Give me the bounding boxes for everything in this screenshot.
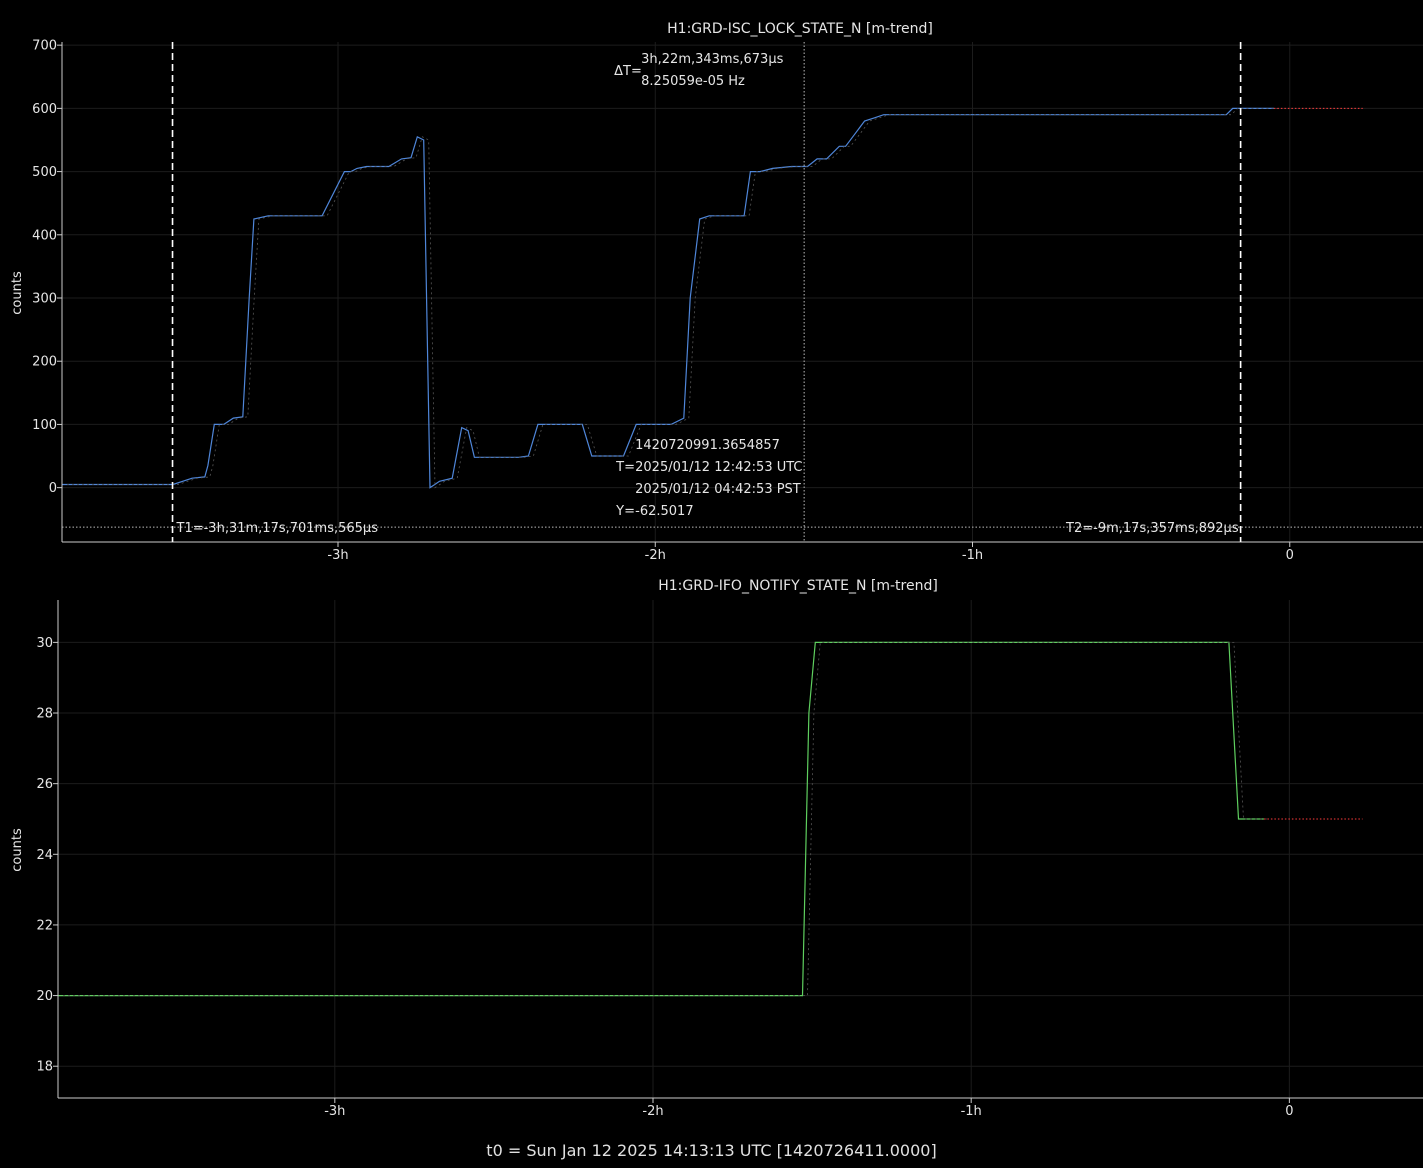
ifo-notify-state-panel[interactable]: H1:GRD-IFO_NOTIFY_STATE_N [m-trend] coun… xyxy=(10,578,1423,1119)
delta-t-label: ΔT= xyxy=(614,64,642,79)
y-tick-label: 600 xyxy=(32,102,57,117)
readout-y-value: -62.5017 xyxy=(635,504,693,519)
y-tick-label: 300 xyxy=(32,292,57,307)
axes: -3h -2h -1h 0 18 20 22 24 26 28 30 xyxy=(36,600,1423,1119)
grid-lines xyxy=(62,42,1423,542)
grid-lines xyxy=(58,600,1423,1098)
x-tick-label: -1h xyxy=(961,1104,982,1119)
series-group xyxy=(58,641,1363,997)
readout-y-label: Y= xyxy=(615,504,635,519)
x-tick-label: 0 xyxy=(1286,548,1294,563)
y-tick-label: 24 xyxy=(36,848,53,863)
y-tick-label: 18 xyxy=(36,1060,53,1075)
x-tick-label: 0 xyxy=(1285,1104,1293,1119)
series-trend-band xyxy=(63,642,1269,996)
y-axis-label: counts xyxy=(10,828,25,872)
y-tick-label: 200 xyxy=(32,355,57,370)
cursor-overlay: T1=-3h,31m,17s,701ms,565µs T2=-9m,17s,357… xyxy=(62,42,1423,542)
y-tick-label: 22 xyxy=(36,918,53,933)
t2-label: T2=-9m,17s,357ms,892µs xyxy=(1065,521,1239,536)
chart-title: H1:GRD-ISC_LOCK_STATE_N [m-trend] xyxy=(667,21,933,37)
readout-utc-time: 2025/01/12 12:42:53 UTC xyxy=(635,460,802,475)
t0-footer: t0 = Sun Jan 12 2025 14:13:13 UTC [14207… xyxy=(486,1141,937,1160)
t1-label: T1=-3h,31m,17s,701ms,565µs xyxy=(176,521,379,536)
x-tick-label: -3h xyxy=(327,548,348,563)
series-trend-band xyxy=(67,108,1279,489)
chart-title: H1:GRD-IFO_NOTIFY_STATE_N [m-trend] xyxy=(658,578,938,594)
y-tick-label: 28 xyxy=(36,707,53,722)
isc-lock-state-panel[interactable]: H1:GRD-ISC_LOCK_STATE_N [m-trend] counts… xyxy=(10,21,1423,563)
x-tick-label: -3h xyxy=(324,1104,345,1119)
y-tick-label: 20 xyxy=(36,989,53,1004)
readout-pst-time: 2025/01/12 04:42:53 PST xyxy=(635,482,801,497)
series-group xyxy=(62,107,1363,489)
x-tick-label: -2h xyxy=(642,1104,663,1119)
y-tick-label: 26 xyxy=(36,777,53,792)
y-tick-label: 500 xyxy=(32,165,57,180)
y-tick-label: 100 xyxy=(32,418,57,433)
y-axis-label: counts xyxy=(10,271,25,315)
readout-t-label: T= xyxy=(615,460,635,475)
axes: -3h -2h -1h 0 0 100 200 300 400 500 600 700 xyxy=(32,39,1423,563)
delta-t-value: 3h,22m,343ms,673µs xyxy=(641,52,783,67)
x-tick-label: -1h xyxy=(962,548,983,563)
x-tick-label: -2h xyxy=(645,548,666,563)
y-tick-label: 400 xyxy=(32,228,57,243)
series-line xyxy=(58,641,1264,997)
y-tick-label: 700 xyxy=(32,39,57,54)
y-tick-label: 0 xyxy=(49,481,57,496)
delta-frequency: 8.25059e-05 Hz xyxy=(641,74,745,89)
y-tick-label: 30 xyxy=(36,636,53,651)
readout-gps-time: 1420720991.3654857 xyxy=(635,438,780,453)
